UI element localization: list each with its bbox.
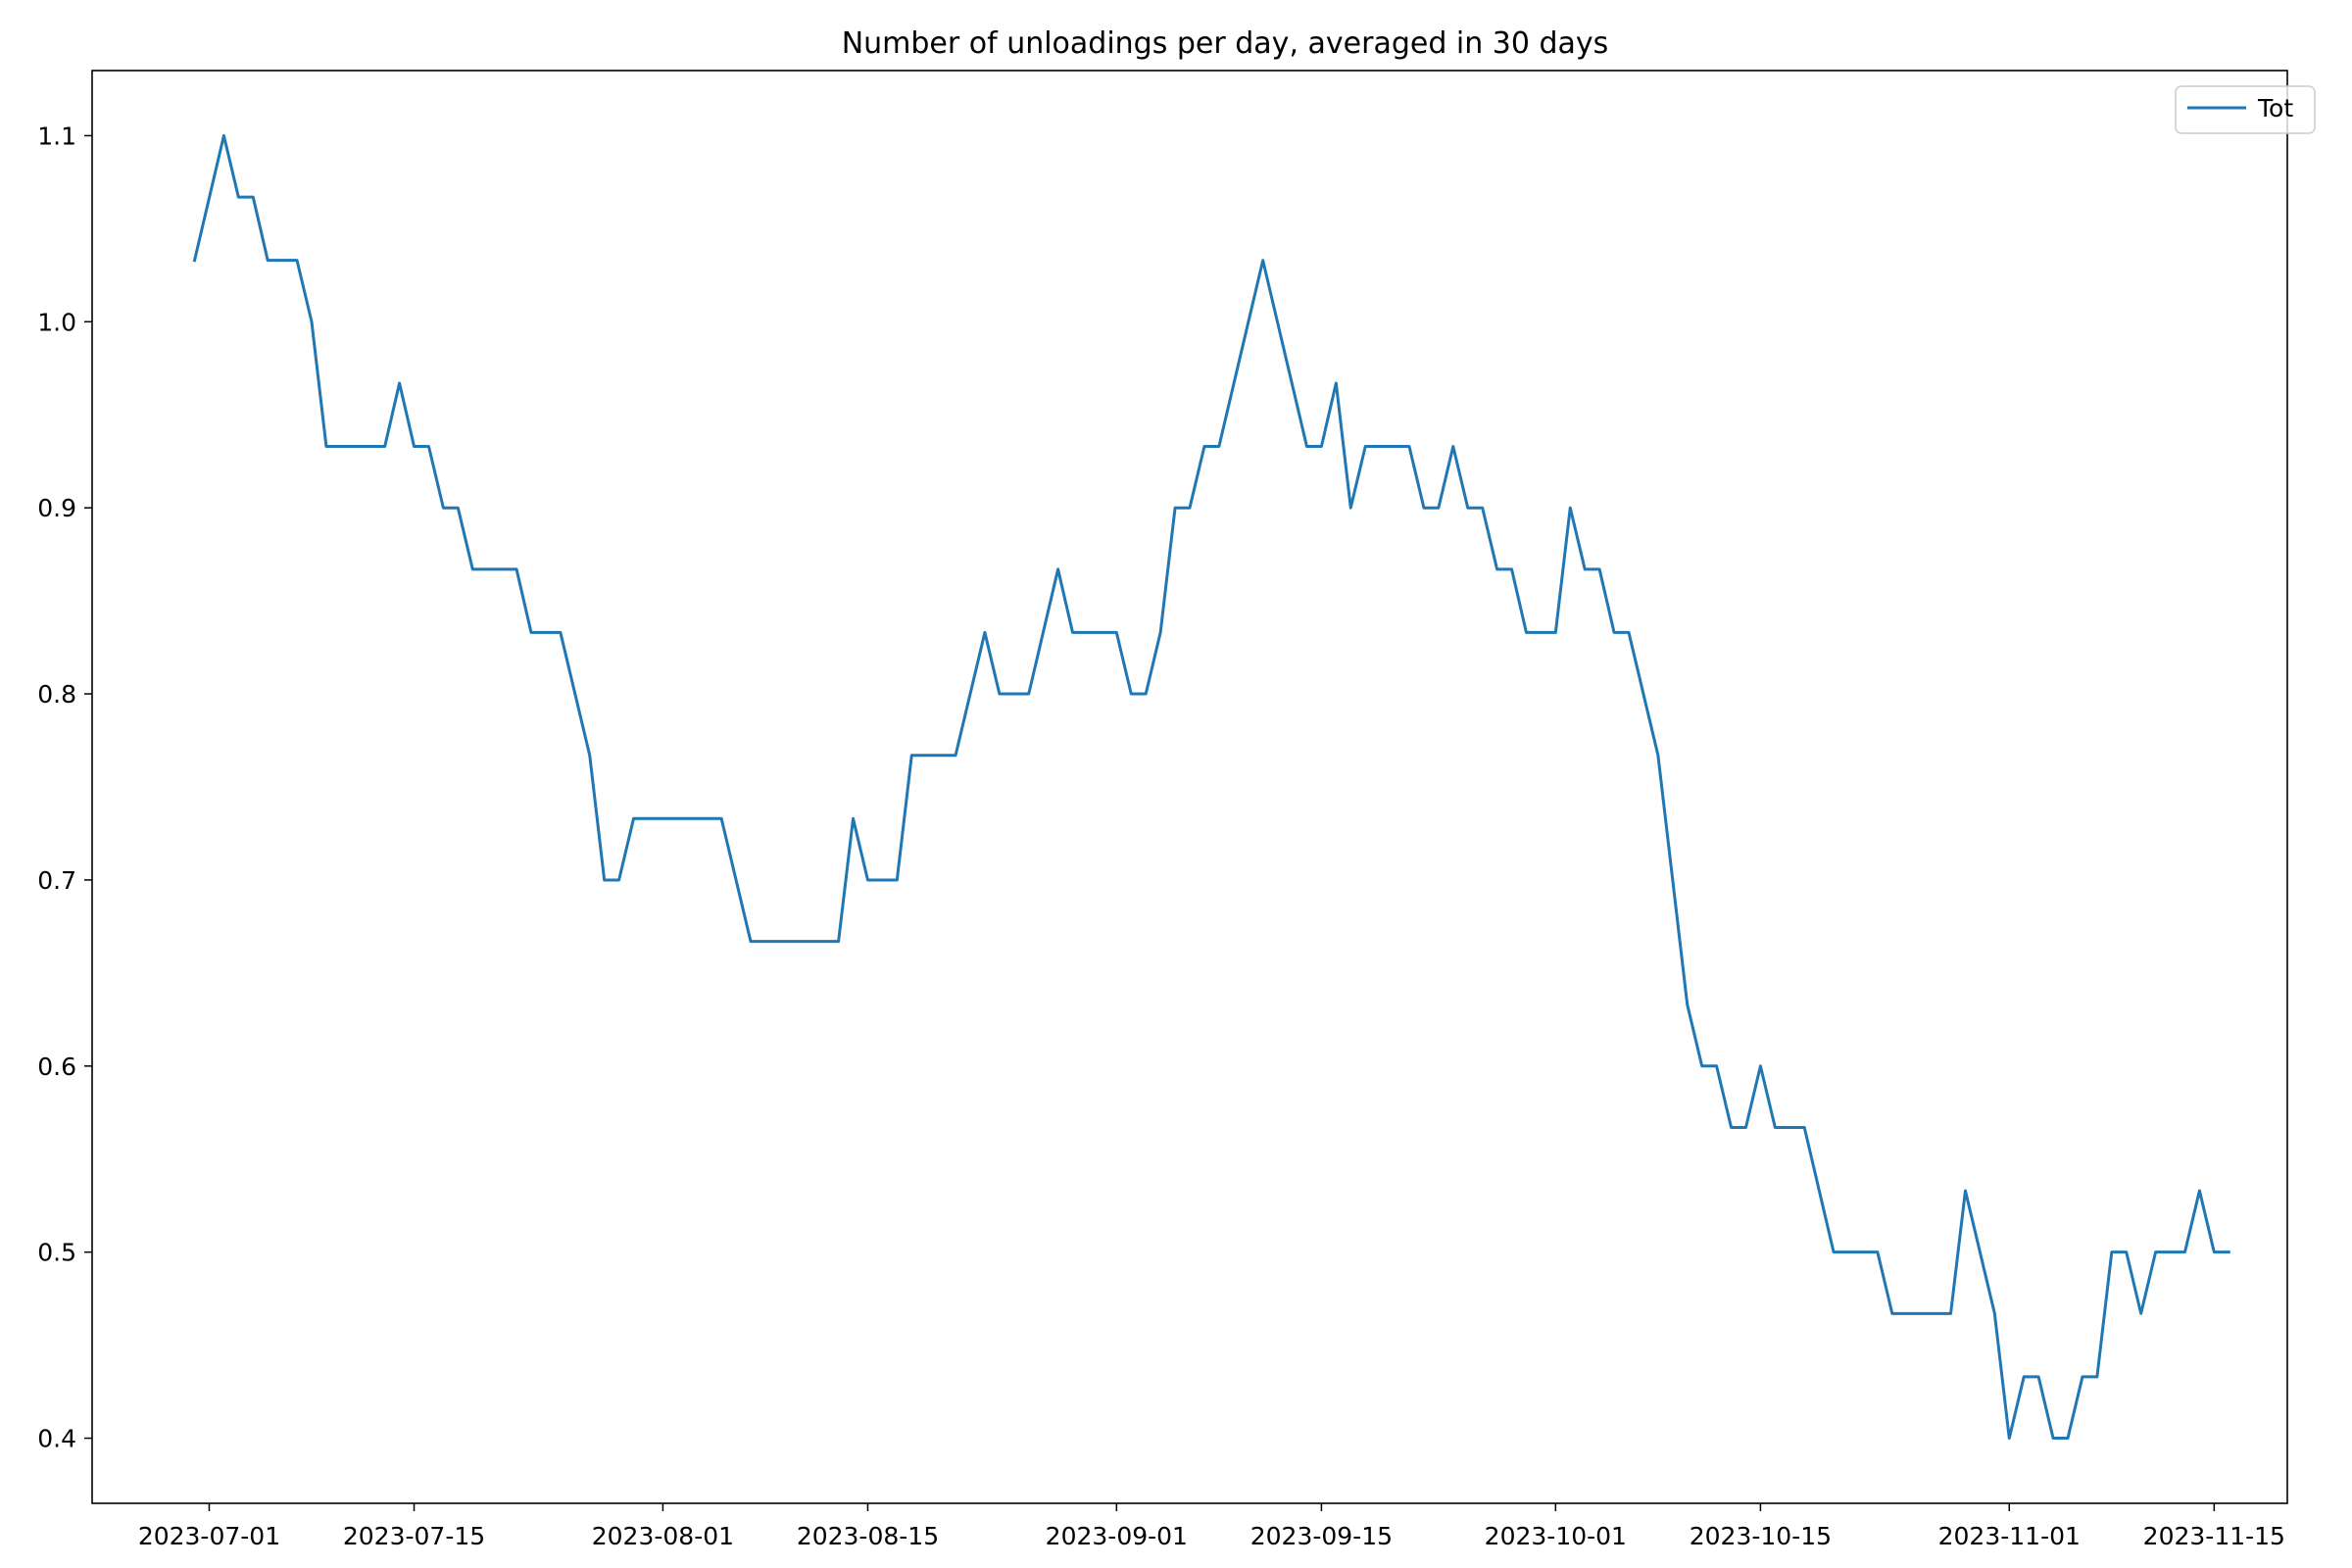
y-axis-ticks: 0.4 0.5 0.6 0.7 0.8 0.9 1.0 1.1	[37, 122, 92, 1453]
series-layer	[192, 133, 2230, 1441]
y-tick-label-0: 0.4	[37, 1425, 76, 1453]
y-tick-label-2: 0.6	[37, 1053, 76, 1081]
x-tick-label-8: 2023-11-01	[1938, 1522, 2081, 1550]
x-tick-label-7: 2023-10-15	[1690, 1522, 1832, 1550]
legend-label-tot: Tot	[2257, 94, 2293, 122]
y-tick-label-3: 0.7	[37, 866, 76, 895]
x-tick-label-3: 2023-08-15	[797, 1522, 939, 1550]
x-tick-label-0: 2023-07-01	[138, 1522, 280, 1550]
x-axis-ticks: 2023-07-01 2023-07-15 2023-08-01 2023-08-15…	[138, 1503, 2285, 1550]
chart-title: Number of unloadings per day, averaged i…	[842, 26, 1609, 61]
y-tick-label-4: 0.8	[37, 680, 76, 709]
series-line-tot	[192, 133, 2230, 1441]
x-tick-label-2: 2023-08-01	[592, 1522, 734, 1550]
legend: Tot	[2175, 85, 2316, 134]
x-tick-label-5: 2023-09-15	[1250, 1522, 1393, 1550]
y-tick-label-5: 0.9	[37, 494, 76, 522]
legend-box	[2175, 85, 2316, 134]
y-tick-label-1: 0.5	[37, 1239, 76, 1267]
y-tick-label-6: 1.0	[37, 308, 76, 336]
x-tick-label-4: 2023-09-01	[1046, 1522, 1188, 1550]
x-tick-label-6: 2023-10-01	[1485, 1522, 1627, 1550]
x-tick-label-9: 2023-11-15	[2143, 1522, 2285, 1550]
x-tick-label-1: 2023-07-15	[343, 1522, 485, 1550]
y-tick-label-7: 1.1	[37, 122, 76, 150]
plot-area-frame	[91, 70, 2288, 1504]
